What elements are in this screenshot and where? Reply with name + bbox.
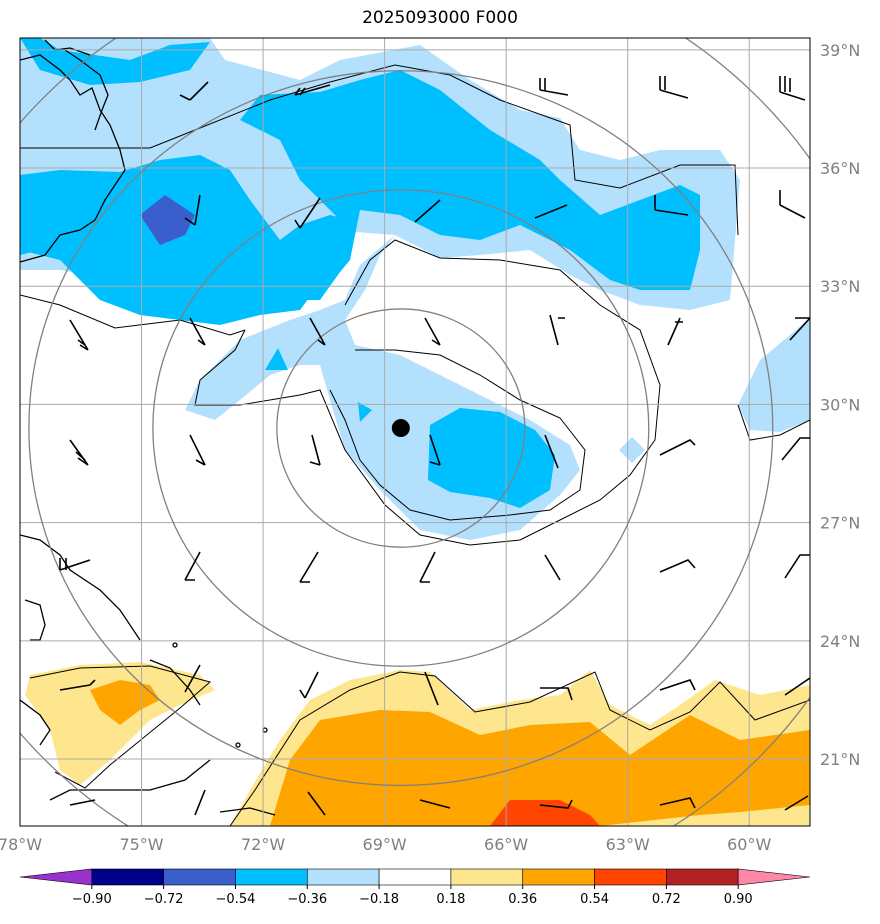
anomaly-region-orange-south	[270, 710, 810, 826]
colorbar-segment	[19, 868, 93, 886]
colorbar-tick-label: 0.54	[580, 892, 609, 907]
longitude-tick-label: 63°W	[606, 835, 650, 854]
longitude-tick-label: 78°W	[0, 835, 42, 854]
colorbar-tick-label: 0.18	[436, 892, 465, 907]
colorbar-segment	[235, 868, 308, 886]
longitude-tick-label: 72°W	[241, 835, 285, 854]
colorbar-tick-label: −0.36	[287, 892, 327, 907]
longitude-tick-label: 75°W	[119, 835, 163, 854]
anomaly-spot-dark-blue	[140, 195, 195, 245]
map-area	[20, 38, 810, 826]
latitude-tick-label: 39°N	[820, 41, 860, 60]
wind-barbs	[59, 76, 810, 816]
anomaly-spot-blue-2	[358, 402, 372, 422]
colorbar-tick-label: −0.18	[359, 892, 399, 907]
coastlines	[20, 39, 276, 816]
anomaly-spot-light-blue	[619, 437, 645, 463]
range-ring	[28, 70, 774, 787]
longitude-tick-label: 60°W	[727, 835, 771, 854]
colorbar-segment	[522, 868, 595, 886]
range-rings	[20, 38, 810, 826]
colorbar-segment	[737, 868, 811, 886]
field-contours	[20, 64, 810, 826]
colorbar: −0.90 −0.72 −0.54 −0.36 −0.18 0.18 0.36 0.54 0.7…	[19, 868, 811, 907]
colorbar-segment	[378, 868, 452, 886]
range-ring	[276, 308, 526, 548]
colorbar-segment	[666, 868, 739, 886]
colorbar-tick-label: −0.54	[216, 892, 256, 907]
colorbar-segment	[594, 868, 667, 886]
longitude-tick-label: 69°W	[363, 835, 407, 854]
anomaly-region-blue-core	[428, 408, 555, 508]
colorbar-segment	[306, 868, 380, 886]
colorbar-segment	[450, 868, 524, 886]
range-ring	[152, 189, 650, 667]
longitude-tick-label: 66°W	[484, 835, 528, 854]
longitude-labels: 78°W 75°W 72°W 69°W 66°W 63°W 60°W	[0, 835, 771, 854]
colorbar-tick-label: 0.36	[508, 892, 537, 907]
colorbar-tick-label: −0.72	[144, 892, 184, 907]
latitude-tick-label: 30°N	[820, 395, 860, 414]
map-frame	[19, 37, 811, 827]
map-title: 2025093000 F000	[362, 8, 518, 28]
colorbar-tick-label: 0.90	[724, 892, 753, 907]
colorbar-segment	[163, 868, 236, 886]
colorbar-segment	[91, 868, 164, 886]
latitude-tick-label: 33°N	[820, 277, 860, 296]
anomaly-region-orange-west	[90, 680, 160, 725]
latitude-labels: 21°N 24°N 27°N 30°N 33°N 36°N 39°N	[820, 41, 860, 769]
anomaly-region-light-blue-east	[738, 318, 810, 432]
anomaly-region-red-orange	[490, 800, 600, 826]
latitude-tick-label: 21°N	[820, 750, 860, 769]
anomaly-spot-blue-1	[265, 348, 288, 370]
graticule	[20, 38, 810, 826]
latitude-tick-label: 24°N	[820, 632, 860, 651]
latitude-tick-label: 36°N	[820, 159, 860, 178]
storm-center-marker	[391, 419, 410, 438]
colorbar-tick-label: 0.72	[652, 892, 681, 907]
colorbar-tick-label: −0.90	[72, 892, 112, 907]
latitude-tick-label: 27°N	[820, 514, 860, 533]
